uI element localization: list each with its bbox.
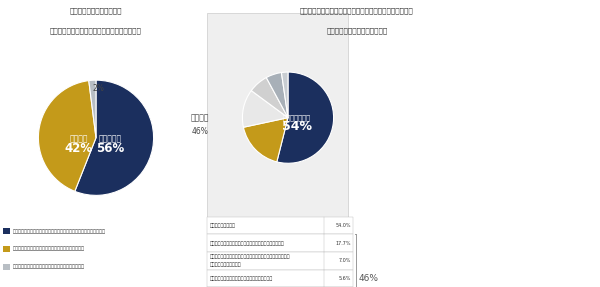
- Text: 値上げした商品の販売個数が値上げ前より減少した。: 値上げした商品の販売個数が値上げ前より減少した。: [13, 246, 85, 251]
- Wedge shape: [244, 118, 288, 162]
- Text: 特に何もしていない: 特に何もしていない: [209, 223, 235, 228]
- Text: 54%: 54%: [282, 120, 312, 133]
- Wedge shape: [266, 73, 288, 118]
- Text: 価格変更後の販売個数に影響がありましたか？: 価格変更後の販売個数に影響がありましたか？: [50, 27, 142, 34]
- Text: 54.0%: 54.0%: [335, 223, 351, 228]
- Text: 他の商品もおすすめし、一人当たりの単価向上策をとった: 他の商品もおすすめし、一人当たりの単価向上策をとった: [209, 241, 284, 246]
- Text: 何もしていない: 何もしていない: [283, 114, 311, 121]
- Text: 値上げした商品について、: 値上げした商品について、: [70, 7, 122, 14]
- Wedge shape: [89, 80, 96, 138]
- Wedge shape: [251, 77, 288, 118]
- Text: 影響はない: 影響はない: [99, 134, 122, 144]
- Text: 5.6%: 5.6%: [338, 276, 351, 281]
- Text: 値上げした商品の販売個数が値上げ前より増加した。: 値上げした商品の販売個数が値上げ前より増加した。: [13, 264, 85, 269]
- Wedge shape: [277, 72, 334, 163]
- Text: 7.0%: 7.0%: [338, 258, 351, 263]
- Wedge shape: [75, 80, 154, 195]
- Text: なるセット売りを行った: なるセット売りを行った: [209, 262, 241, 267]
- Text: 値上げした商品の販売個数に影響はない。（値上げ前と変わらない）: 値上げした商品の販売個数に影響はない。（値上げ前と変わらない）: [13, 228, 106, 234]
- Text: 価格を据え置いた商品について、販売を強化した: 価格を据え置いた商品について、販売を強化した: [209, 276, 272, 281]
- Text: 対応した
46%: 対応した 46%: [190, 114, 209, 136]
- Wedge shape: [242, 91, 288, 127]
- Text: 複数個購入することで、１つあたりの価格が値上げ前の価格と: 複数個購入することで、１つあたりの価格が値上げ前の価格と: [209, 255, 290, 259]
- Text: 値上げ商品の販売個数の減少により下がった売上に対して: 値上げ商品の販売個数の減少により下がった売上に対して: [300, 7, 414, 14]
- Wedge shape: [38, 81, 96, 191]
- Text: どのような対応をしましたか？: どのような対応をしましたか？: [326, 27, 388, 34]
- Text: 46%: 46%: [359, 274, 379, 283]
- Text: 42%: 42%: [65, 141, 93, 155]
- Text: 17.7%: 17.7%: [335, 241, 351, 246]
- Text: 2%: 2%: [93, 84, 105, 93]
- Text: 減少した: 減少した: [70, 134, 88, 144]
- Text: 56%: 56%: [96, 141, 125, 155]
- Wedge shape: [281, 72, 288, 118]
